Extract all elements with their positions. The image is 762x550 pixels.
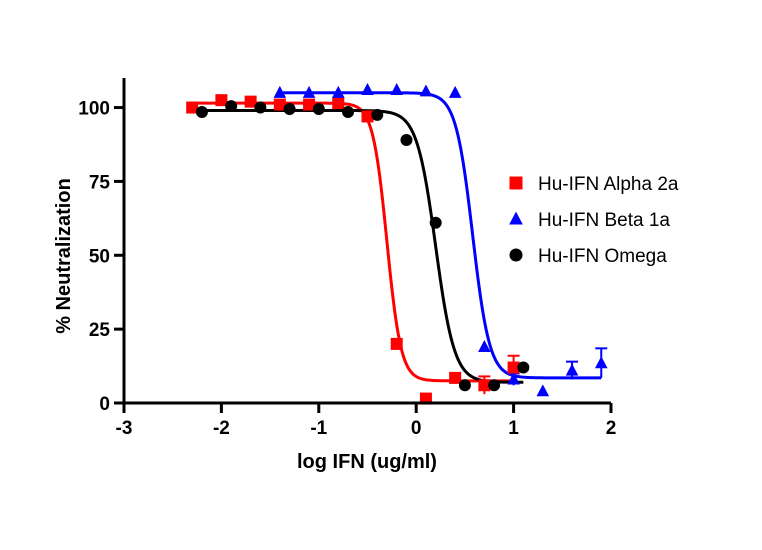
x-axis-title: log IFN (ug/ml) bbox=[297, 451, 437, 473]
point-hu-ifn-alpha-2a bbox=[303, 98, 316, 111]
point-hu-ifn-omega bbox=[225, 100, 238, 113]
point-hu-ifn-beta-1a bbox=[594, 356, 608, 369]
legend-marker-hu-ifn-omega bbox=[509, 248, 523, 262]
x-tick-label: 0 bbox=[411, 418, 422, 439]
point-hu-ifn-beta-1a bbox=[331, 85, 345, 98]
point-hu-ifn-alpha-2a bbox=[361, 110, 374, 123]
point-hu-ifn-beta-1a bbox=[507, 372, 520, 385]
y-tick-label: 50 bbox=[89, 246, 110, 267]
point-hu-ifn-omega bbox=[488, 379, 501, 392]
point-hu-ifn-beta-1a bbox=[565, 363, 579, 376]
point-hu-ifn-omega bbox=[371, 108, 384, 121]
legend-marker-hu-ifn-alpha-2a bbox=[509, 176, 523, 190]
fit-curve-hu-ifn-alpha-2a bbox=[192, 101, 514, 383]
x-tick-label: -2 bbox=[213, 418, 230, 439]
x-tick-label: -1 bbox=[310, 418, 327, 439]
legend-label-hu-ifn-alpha-2a: Hu-IFN Alpha 2a bbox=[538, 174, 679, 195]
point-hu-ifn-alpha-2a bbox=[244, 95, 257, 108]
y-axis-title: % Neutralization bbox=[53, 178, 75, 334]
point-hu-ifn-omega bbox=[400, 134, 413, 147]
legend-label-hu-ifn-omega: Hu-IFN Omega bbox=[538, 246, 667, 267]
point-hu-ifn-alpha-2a bbox=[478, 379, 491, 392]
point-hu-ifn-beta-1a bbox=[361, 82, 374, 95]
point-hu-ifn-beta-1a bbox=[273, 85, 287, 98]
x-tick-label: -3 bbox=[116, 418, 133, 439]
point-hu-ifn-omega bbox=[312, 103, 325, 116]
point-hu-ifn-alpha-2a bbox=[273, 98, 286, 111]
point-hu-ifn-omega bbox=[283, 103, 296, 116]
point-hu-ifn-omega bbox=[429, 216, 442, 229]
y-tick-label: 100 bbox=[78, 99, 110, 120]
point-hu-ifn-omega bbox=[458, 379, 471, 392]
point-hu-ifn-omega bbox=[517, 361, 530, 374]
point-hu-ifn-alpha-2a bbox=[215, 94, 228, 107]
y-tick-label: 25 bbox=[89, 320, 111, 341]
y-tick-label: 75 bbox=[89, 172, 111, 193]
point-hu-ifn-beta-1a bbox=[478, 340, 491, 352]
point-hu-ifn-alpha-2a bbox=[507, 361, 520, 374]
axes: -3 -2 -1 0 1 2 0 25 50 75 100 bbox=[78, 78, 616, 439]
point-hu-ifn-beta-1a bbox=[390, 82, 404, 95]
x-tick-label: 2 bbox=[606, 418, 617, 439]
legend-marker-hu-ifn-beta-1a bbox=[509, 211, 523, 225]
point-hu-ifn-omega bbox=[254, 101, 267, 114]
point-hu-ifn-omega bbox=[342, 105, 355, 118]
point-hu-ifn-beta-1a bbox=[448, 85, 462, 98]
point-hu-ifn-beta-1a bbox=[302, 85, 316, 98]
x-tick-label: 1 bbox=[508, 418, 519, 439]
point-hu-ifn-alpha-2a bbox=[332, 97, 345, 110]
point-hu-ifn-omega bbox=[195, 105, 208, 118]
legend-label-hu-ifn-beta-1a: Hu-IFN Beta 1a bbox=[538, 210, 670, 231]
point-hu-ifn-beta-1a bbox=[419, 84, 433, 97]
point-hu-ifn-alpha-2a bbox=[186, 101, 199, 114]
fit-curve-hu-ifn-beta-1a bbox=[279, 91, 602, 380]
point-hu-ifn-beta-1a bbox=[536, 384, 550, 397]
y-tick-label: 0 bbox=[99, 394, 110, 415]
point-hu-ifn-alpha-2a bbox=[449, 371, 462, 384]
point-hu-ifn-alpha-2a bbox=[390, 337, 403, 350]
legend: Hu-IFN Alpha 2a Hu-IFN Beta 1a Hu-IFN Omeg… bbox=[509, 174, 679, 267]
data-points bbox=[186, 82, 608, 405]
